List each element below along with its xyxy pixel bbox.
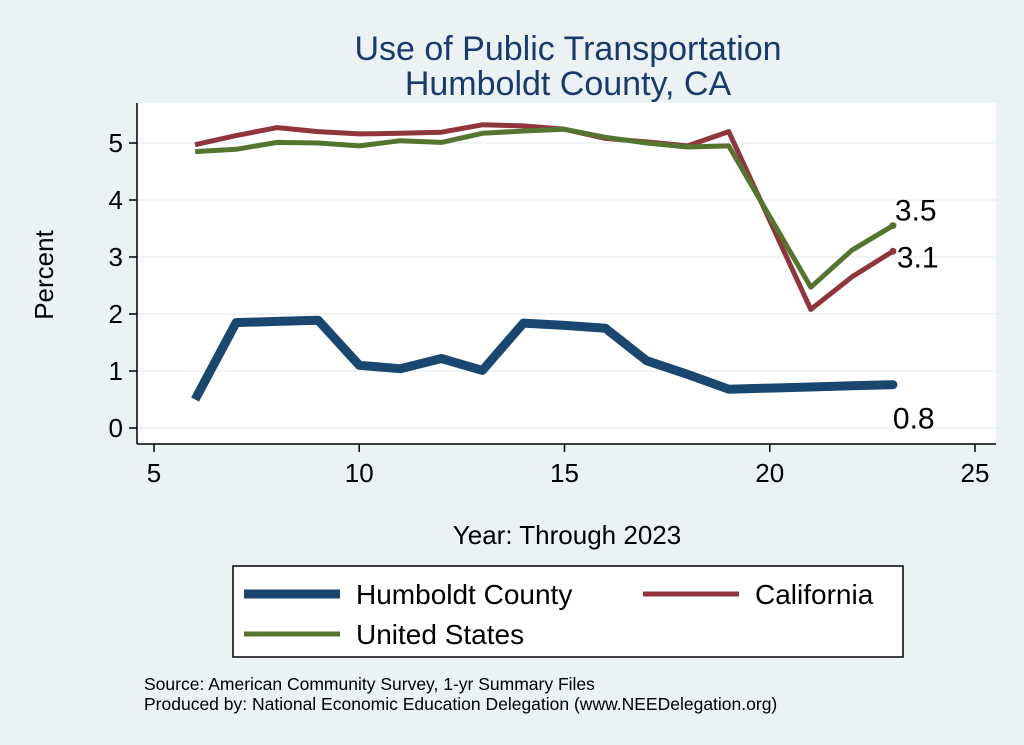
source-note: Source: American Community Survey, 1-yr …: [144, 674, 595, 694]
chart-title-line-2: Humboldt County, CA: [405, 65, 732, 103]
y-tick-label-3: 3: [109, 242, 123, 272]
plot-area: [137, 103, 996, 444]
axes: 0 1 2 3 4 5 5 10 15 20 25: [109, 103, 996, 488]
x-tick-label-20: 20: [755, 458, 784, 488]
end-labels: 0.8 3.1 3.5: [893, 195, 939, 436]
y-tick-label-2: 2: [109, 299, 123, 329]
x-tick-label-5: 5: [147, 458, 161, 488]
series-line-humboldt-county: [191, 315, 894, 402]
x-axis-title: Year: Through 2023: [453, 520, 681, 550]
x-tick-label-25: 25: [961, 458, 990, 488]
legend: Humboldt County California United States: [232, 565, 904, 658]
end-label-humboldt-county: 0.8: [893, 403, 935, 436]
producer-note: Produced by: National Economic Education…: [144, 694, 777, 714]
x-tick-label-10: 10: [345, 458, 374, 488]
chart-title-line-1: Use of Public Transportation: [354, 30, 781, 68]
y-tick-label-5: 5: [109, 128, 123, 158]
end-label-california: 3.1: [897, 241, 939, 274]
y-tick-label-1: 1: [109, 356, 123, 386]
y-tick-label-0: 0: [109, 413, 123, 443]
series-group: [191, 122, 898, 402]
series-end-point-humboldt-county: [888, 380, 898, 390]
gridlines: [137, 142, 996, 429]
legend-label-california: California: [755, 579, 874, 610]
series-end-point-california: [889, 247, 897, 255]
legend-box: [232, 565, 904, 658]
series-end-point-united-states: [889, 222, 897, 230]
legend-label-humboldt-county: Humboldt County: [356, 579, 572, 610]
end-label-united-states: 3.5: [895, 195, 937, 228]
x-tick-label-15: 15: [550, 458, 579, 488]
legend-label-united-states: United States: [356, 619, 524, 650]
series-line-united-states: [194, 126, 895, 290]
y-axis-title: Percent: [29, 229, 59, 319]
y-tick-label-4: 4: [109, 185, 123, 215]
